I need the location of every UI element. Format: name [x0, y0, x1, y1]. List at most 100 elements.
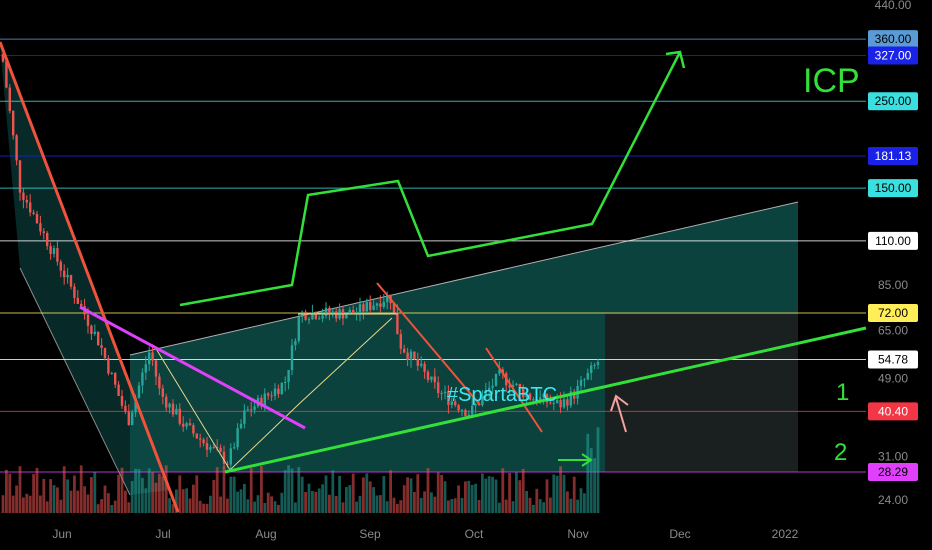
- candle-body: [253, 406, 256, 410]
- price-tag-label: 110.00: [875, 234, 911, 248]
- volume-bar: [215, 467, 219, 513]
- volume-bar: [474, 483, 477, 513]
- volume-bar: [280, 492, 284, 513]
- candle-body: [32, 212, 35, 214]
- price-tag-label: 250.00: [875, 94, 912, 108]
- candle-body: [562, 399, 566, 408]
- volume-bar: [338, 475, 341, 513]
- volume-bar: [566, 491, 569, 513]
- volume-bar: [45, 501, 49, 513]
- volume-bar: [402, 485, 406, 513]
- price-tag-label: 150.00: [875, 181, 912, 195]
- candle-body: [144, 364, 147, 373]
- volume-bar: [154, 482, 158, 513]
- candle-body: [49, 246, 52, 254]
- volume-bar: [161, 476, 165, 513]
- volume-bar: [76, 490, 80, 513]
- red-trendline-sep: [376, 282, 481, 406]
- volume-bar: [86, 494, 90, 513]
- volume-bar: [110, 504, 114, 513]
- x-tick-label: Nov: [567, 527, 588, 541]
- candle-body: [494, 373, 498, 386]
- candle-body: [382, 301, 385, 307]
- red-downtrend-line: [0, 41, 180, 513]
- candle-body: [583, 379, 586, 381]
- candle-body: [508, 385, 511, 388]
- time-axis: Jun Jul Aug Sep Oct Nov Dec 2022: [52, 527, 798, 541]
- candle-body: [474, 404, 477, 406]
- price-level-tags: 360.00 327.00 250.00 181.13 150.00 110.00 72.0…: [868, 30, 918, 482]
- candle-body: [151, 352, 154, 361]
- candle-body: [35, 213, 39, 224]
- price-axis: 440.00 85.00 65.00 49.00 31.00 24.00: [875, 0, 912, 507]
- volume-bar: [205, 503, 209, 513]
- candle-body: [413, 351, 416, 359]
- volume-bar: [256, 495, 260, 513]
- volume-bar: [290, 468, 294, 513]
- volume-bar: [436, 472, 440, 513]
- candle-body: [192, 425, 195, 434]
- candle-body: [416, 358, 419, 366]
- candle-body: [260, 397, 263, 407]
- candle-body: [481, 395, 484, 406]
- candle-body: [263, 393, 266, 407]
- volume-bar: [246, 499, 250, 513]
- candle-body: [369, 302, 372, 310]
- price-tag: 110.00: [868, 231, 918, 250]
- volume-bar: [300, 476, 304, 513]
- x-tick-label: Jul: [155, 527, 170, 541]
- y-tick-label: 49.00: [878, 372, 908, 386]
- candle-body: [205, 443, 209, 450]
- candle-body: [284, 382, 287, 384]
- projection-arrowhead: [665, 50, 686, 69]
- volume-bar: [532, 504, 535, 513]
- volume-bar: [314, 491, 318, 513]
- price-tag-label: 40.40: [878, 404, 908, 418]
- volume-bar: [351, 473, 355, 513]
- volume-bar: [586, 433, 590, 513]
- candle-body: [403, 348, 406, 353]
- volume-bar: [263, 502, 267, 513]
- volume-bar: [8, 473, 12, 513]
- candle-body: [25, 199, 28, 203]
- volume-bar: [521, 468, 525, 513]
- volume-bar: [311, 490, 314, 513]
- volume-bar: [423, 491, 426, 513]
- volume-bar: [396, 504, 399, 513]
- volume-bar: [202, 503, 205, 513]
- candle-body: [294, 340, 297, 346]
- candle-body: [324, 307, 328, 316]
- volume-bar: [107, 493, 110, 513]
- candle-body: [148, 352, 151, 365]
- candle-body: [586, 372, 589, 380]
- candle-body: [467, 414, 470, 416]
- candle-body: [528, 393, 532, 400]
- volume-bar: [399, 500, 403, 513]
- candle-body: [515, 383, 518, 385]
- volume-bar: [96, 504, 100, 513]
- candle-body: [420, 363, 423, 366]
- volume-bar: [355, 501, 358, 513]
- candle-body: [165, 396, 168, 408]
- candle-body: [430, 376, 433, 380]
- spartabtc-watermark: #SpartaBTC: [447, 384, 557, 406]
- volume-bar: [460, 497, 464, 513]
- candle-body: [171, 403, 175, 415]
- x-tick-label: Jun: [52, 527, 71, 541]
- candle-body: [399, 334, 402, 349]
- projection-path: [179, 51, 682, 307]
- volume-bar: [368, 481, 372, 513]
- volume-bar: [477, 500, 481, 513]
- y-tick-label: 85.00: [878, 278, 908, 292]
- volume-bar: [487, 476, 491, 513]
- volume-bar: [69, 490, 73, 513]
- volume-bar: [501, 468, 505, 513]
- candle-body: [63, 270, 66, 278]
- candle-body: [348, 310, 351, 315]
- candle-body: [454, 401, 457, 406]
- annotation-2: 2: [834, 439, 847, 466]
- volume-bar: [175, 489, 178, 513]
- candle-body: [307, 319, 311, 321]
- volume-bar: [345, 486, 348, 513]
